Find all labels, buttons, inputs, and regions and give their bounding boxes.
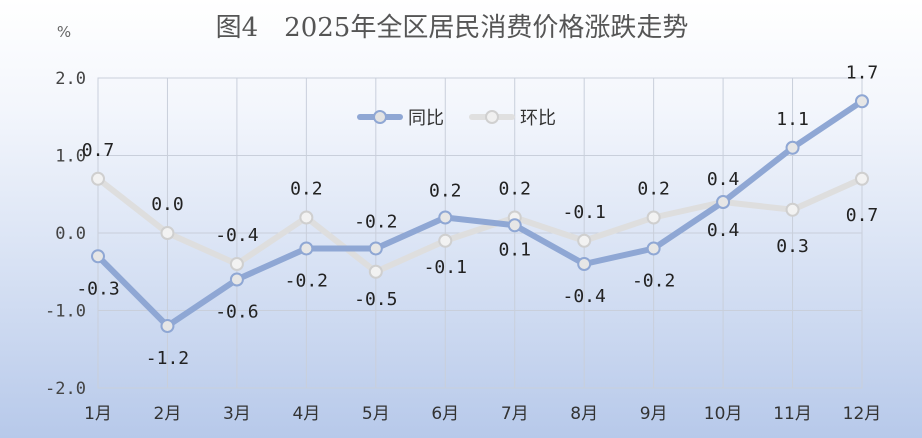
data-point-yoy	[299, 241, 314, 256]
legend-marker-yoy	[373, 110, 387, 124]
data-label-mom: 0.2	[637, 179, 670, 200]
x-axis-ticks: 1月 2月 3月 4月 5月 6月 7月 8月 9月 10月 11月 12月	[84, 404, 881, 424]
legend-marker-mom	[485, 110, 499, 124]
legend-item-mom: 环比	[469, 108, 556, 129]
y-tick-label: -1.0	[45, 302, 86, 322]
x-tick-label: 5月	[362, 404, 390, 424]
data-label-yoy: -1.2	[146, 348, 189, 369]
data-label-yoy: 0.4	[707, 220, 740, 241]
x-tick-label: 2月	[154, 404, 182, 424]
data-label-mom: 0.7	[846, 205, 879, 226]
data-label-mom: 0.3	[776, 236, 809, 257]
data-labels: -0.3 -1.2 -0.6 -0.2 -0.2 0.2 0.1 -0.4 -0.2 0.4 1.1…	[76, 62, 878, 369]
data-label-yoy: -0.4	[563, 286, 606, 307]
data-point-yoy	[716, 195, 731, 209]
data-label-yoy: -0.2	[632, 271, 675, 292]
data-point-yoy	[91, 249, 105, 264]
data-point-mom	[368, 264, 383, 279]
data-point-yoy	[368, 241, 383, 256]
data-point-yoy	[229, 272, 244, 287]
y-tick-label: 1.0	[55, 147, 86, 167]
x-tick-label: 9月	[640, 404, 668, 424]
data-point-mom	[855, 171, 869, 186]
legend-label-yoy: 同比	[408, 108, 444, 129]
x-tick-label: 10月	[704, 404, 743, 424]
data-label-mom: 0.0	[151, 194, 184, 215]
data-point-mom	[160, 226, 175, 240]
data-point-mom	[229, 257, 244, 271]
y-tick-label: 2.0	[55, 69, 86, 89]
data-point-yoy	[507, 218, 522, 233]
y-tick-label: 0.0	[55, 224, 86, 244]
x-tick-label: 12月	[843, 404, 882, 424]
x-tick-label: 8月	[570, 404, 598, 424]
data-label-mom: -0.1	[424, 257, 467, 278]
data-label-yoy: 1.7	[846, 62, 879, 83]
data-point-mom	[91, 171, 105, 186]
data-point-mom	[299, 210, 314, 225]
chart-title: 图4 2025年全区居民消费价格涨跌走势	[216, 13, 689, 43]
data-label-mom: 0.7	[82, 140, 115, 161]
x-tick-label: 7月	[501, 404, 529, 424]
data-point-yoy	[855, 94, 869, 109]
series-line-yoy	[95, 98, 865, 329]
x-tick-label: 3月	[223, 404, 251, 424]
data-label-yoy: 1.1	[776, 109, 809, 130]
x-tick-label: 6月	[431, 404, 459, 424]
data-label-mom: 0.2	[290, 179, 323, 200]
data-point-yoy	[785, 140, 800, 155]
data-point-yoy	[646, 241, 661, 256]
x-tick-label: 1月	[84, 404, 112, 424]
data-label-yoy: -0.2	[354, 212, 397, 233]
data-point-mom	[646, 210, 661, 225]
data-label-mom: -0.1	[563, 202, 606, 223]
series-line-mom	[95, 175, 865, 275]
data-label-yoy: 0.2	[429, 181, 462, 202]
data-point-yoy	[160, 319, 175, 333]
x-tick-label: 11月	[773, 404, 812, 424]
data-label-mom: 0.2	[498, 179, 531, 200]
x-tick-label: 4月	[292, 404, 320, 424]
y-axis-unit: %	[57, 23, 71, 41]
grid-layer	[97, 77, 863, 389]
data-point-yoy	[438, 210, 453, 225]
data-label-yoy: -0.6	[215, 302, 258, 323]
data-label-mom: -0.5	[354, 289, 397, 310]
y-tick-label: -2.0	[45, 379, 86, 399]
data-label-mom: -0.4	[215, 225, 258, 246]
data-point-mom	[785, 202, 800, 217]
data-point-mom	[577, 233, 592, 248]
data-point-yoy	[577, 257, 592, 271]
data-label-yoy: -0.2	[285, 271, 328, 292]
data-label-mom: 0.4	[707, 169, 740, 190]
data-label-yoy: 0.1	[498, 239, 531, 260]
data-label-yoy: -0.3	[76, 278, 119, 299]
series-layer	[91, 94, 869, 333]
legend-label-mom: 环比	[520, 108, 556, 129]
data-point-mom	[438, 233, 453, 248]
legend: 同比 环比	[357, 108, 556, 129]
legend-item-yoy: 同比	[357, 108, 444, 129]
y-axis-ticks: 2.0 1.0 0.0 -1.0 -2.0	[45, 69, 86, 399]
